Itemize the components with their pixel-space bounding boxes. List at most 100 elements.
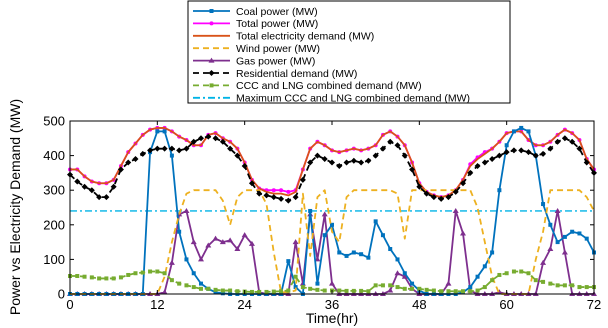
data-point xyxy=(380,283,385,288)
data-point xyxy=(547,145,554,152)
data-point xyxy=(133,271,138,276)
data-point xyxy=(292,239,299,245)
data-point xyxy=(219,239,226,245)
data-point xyxy=(118,275,123,280)
data-point xyxy=(125,159,132,166)
data-point xyxy=(110,183,117,190)
data-point xyxy=(431,288,436,293)
data-point xyxy=(198,135,204,142)
data-point xyxy=(504,271,509,276)
data-point xyxy=(423,190,430,197)
data-point xyxy=(307,159,314,166)
data-point xyxy=(490,278,495,283)
data-point xyxy=(387,138,394,145)
y-axis-label: Power vs Electricity Demand (MW) xyxy=(7,99,23,315)
data-point xyxy=(285,197,292,204)
data-point xyxy=(322,233,327,238)
data-point xyxy=(321,211,328,217)
data-point xyxy=(248,180,255,187)
data-point xyxy=(344,253,349,258)
data-point xyxy=(584,236,589,241)
series-line-2 xyxy=(70,127,595,199)
legend-swatch-marker xyxy=(209,83,214,88)
data-point xyxy=(183,145,190,152)
data-point xyxy=(234,152,241,159)
data-point xyxy=(104,276,109,281)
data-point xyxy=(198,256,204,262)
data-point xyxy=(555,283,560,288)
series-2 xyxy=(70,127,595,199)
x-tick-label: 60 xyxy=(499,297,513,312)
data-point xyxy=(402,271,407,276)
data-point xyxy=(199,281,203,286)
data-point xyxy=(461,289,465,294)
data-point xyxy=(169,278,174,283)
data-point xyxy=(519,125,524,130)
data-point xyxy=(74,178,81,185)
legend-label: Residential demand (MW) xyxy=(236,68,357,80)
data-point xyxy=(394,270,401,276)
data-point xyxy=(191,285,196,290)
data-point xyxy=(417,286,422,291)
y-tick-label: 0 xyxy=(58,287,65,302)
data-point xyxy=(446,289,451,294)
data-point xyxy=(496,152,503,159)
x-tick-label: 48 xyxy=(412,297,426,312)
data-point xyxy=(410,281,415,286)
data-point xyxy=(257,289,262,294)
legend: Coal power (MW)Total power (MW)Total ele… xyxy=(187,0,511,105)
data-point xyxy=(445,194,452,201)
data-point xyxy=(183,207,190,213)
data-point xyxy=(161,289,168,295)
data-point xyxy=(308,286,313,291)
data-point xyxy=(96,194,103,201)
data-point xyxy=(330,222,334,227)
data-point xyxy=(155,269,160,274)
data-point xyxy=(453,289,458,294)
data-point xyxy=(372,152,379,159)
data-point xyxy=(424,287,429,292)
legend-label: Gas power (MW) xyxy=(236,55,315,67)
data-point xyxy=(81,183,88,190)
data-point xyxy=(315,281,320,286)
data-point xyxy=(503,149,510,156)
data-point xyxy=(387,287,394,293)
data-point xyxy=(504,143,509,148)
data-point xyxy=(359,252,364,257)
data-point xyxy=(410,286,415,291)
legend-entry: CCC and LNG combined demand (MW) xyxy=(193,80,422,92)
data-point xyxy=(555,240,560,245)
data-point xyxy=(475,288,480,293)
data-point xyxy=(337,250,342,255)
data-point xyxy=(292,194,299,201)
data-point xyxy=(263,192,270,199)
data-point xyxy=(489,156,496,163)
data-point xyxy=(248,240,255,246)
data-point xyxy=(554,207,561,213)
ticks-layer: 0 12 24 36 48 60 72 0 100 200 300 400 500 xyxy=(43,114,601,313)
data-point xyxy=(184,283,189,288)
data-point xyxy=(365,157,372,164)
data-point xyxy=(220,291,225,296)
data-point xyxy=(293,285,298,290)
data-point xyxy=(168,145,175,152)
data-point xyxy=(525,149,532,156)
data-point xyxy=(213,290,218,295)
data-point xyxy=(359,288,364,293)
data-point xyxy=(445,280,452,286)
data-point xyxy=(315,287,320,292)
legend-entry: Maximum CCC and LNG combined demand (MW) xyxy=(193,93,470,105)
legend-swatch-marker xyxy=(208,70,215,76)
data-point xyxy=(321,156,328,163)
data-point xyxy=(343,159,350,166)
legend-entry: Wind power (MW) xyxy=(193,43,320,55)
data-point xyxy=(379,145,386,152)
x-tick-label: 72 xyxy=(587,297,601,312)
data-point xyxy=(228,288,233,293)
data-point xyxy=(373,283,378,288)
data-point xyxy=(322,288,327,293)
data-point xyxy=(286,288,291,293)
data-point xyxy=(439,289,444,294)
x-tick-label: 0 xyxy=(66,297,73,312)
